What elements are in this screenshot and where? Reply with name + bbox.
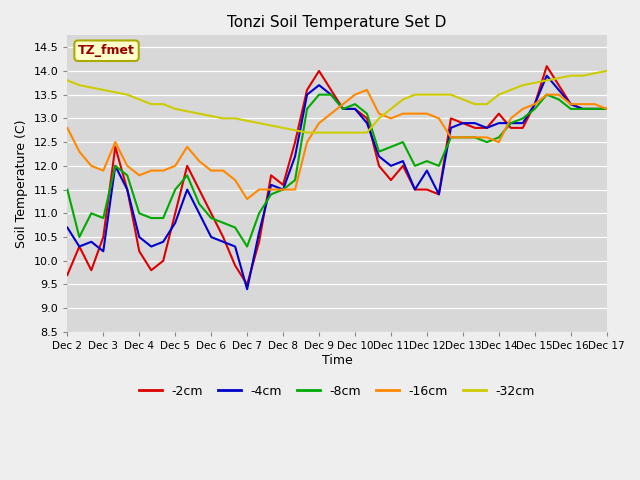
Text: TZ_fmet: TZ_fmet xyxy=(78,44,135,57)
X-axis label: Time: Time xyxy=(322,354,353,367)
Legend: -2cm, -4cm, -8cm, -16cm, -32cm: -2cm, -4cm, -8cm, -16cm, -32cm xyxy=(134,380,540,403)
Title: Tonzi Soil Temperature Set D: Tonzi Soil Temperature Set D xyxy=(227,15,447,30)
Y-axis label: Soil Temperature (C): Soil Temperature (C) xyxy=(15,120,28,248)
